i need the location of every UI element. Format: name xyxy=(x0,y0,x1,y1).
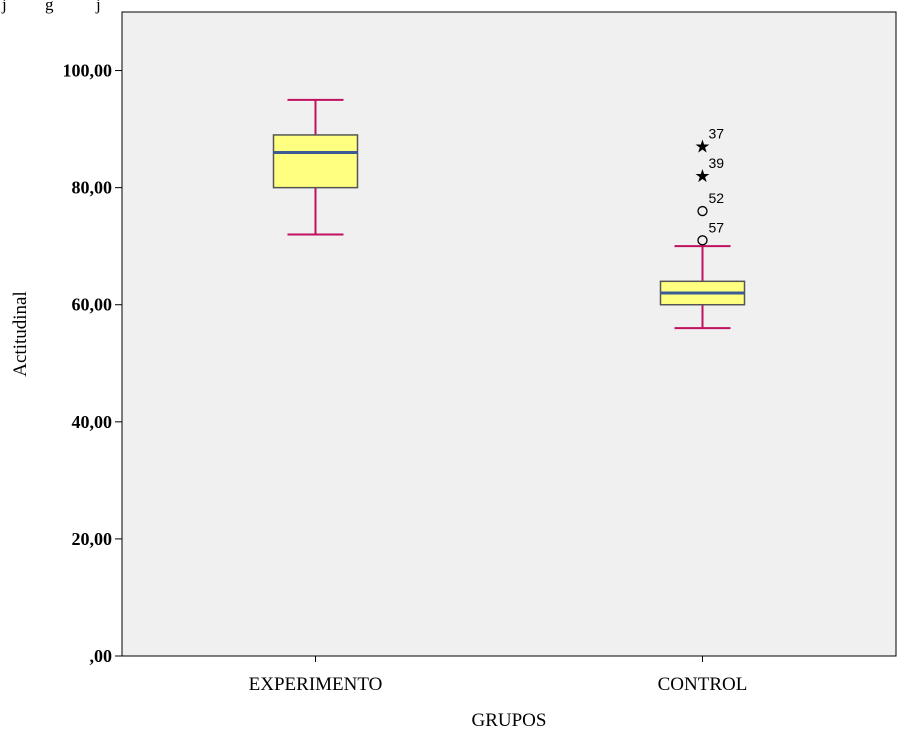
y-tick-label: 20,00 xyxy=(72,529,113,549)
outlier-label: 39 xyxy=(709,155,725,171)
y-tick-label: 40,00 xyxy=(72,412,113,432)
extreme-outlier-star: ★ xyxy=(694,166,710,187)
x-tick-label: CONTROL xyxy=(658,674,748,695)
outlier-label: 37 xyxy=(709,126,725,142)
y-tick-label: 100,00 xyxy=(63,61,113,81)
outlier-label: 57 xyxy=(709,219,725,235)
outlier-label: 52 xyxy=(709,190,725,206)
outlier-circle xyxy=(697,235,708,246)
y-tick-label: 60,00 xyxy=(72,295,113,315)
x-axis-title: GRUPOS xyxy=(472,710,547,729)
plot-area xyxy=(121,11,897,657)
extreme-outlier-star: ★ xyxy=(694,137,710,158)
y-axis: ,00 20,00 40,00 60,00 80,00 100,00 xyxy=(63,61,122,666)
y-tick-label: 80,00 xyxy=(72,178,113,198)
x-axis: EXPERIMENTO CONTROL xyxy=(249,656,748,695)
y-axis-title: Actitudinal xyxy=(10,291,31,376)
caption-fragment: j g j xyxy=(1,0,101,14)
y-tick-label: ,00 xyxy=(90,646,113,666)
x-tick-label: EXPERIMENTO xyxy=(249,674,383,695)
outlier-circle xyxy=(697,205,708,217)
box-experimento xyxy=(272,98,359,236)
iqr-box xyxy=(272,134,359,189)
